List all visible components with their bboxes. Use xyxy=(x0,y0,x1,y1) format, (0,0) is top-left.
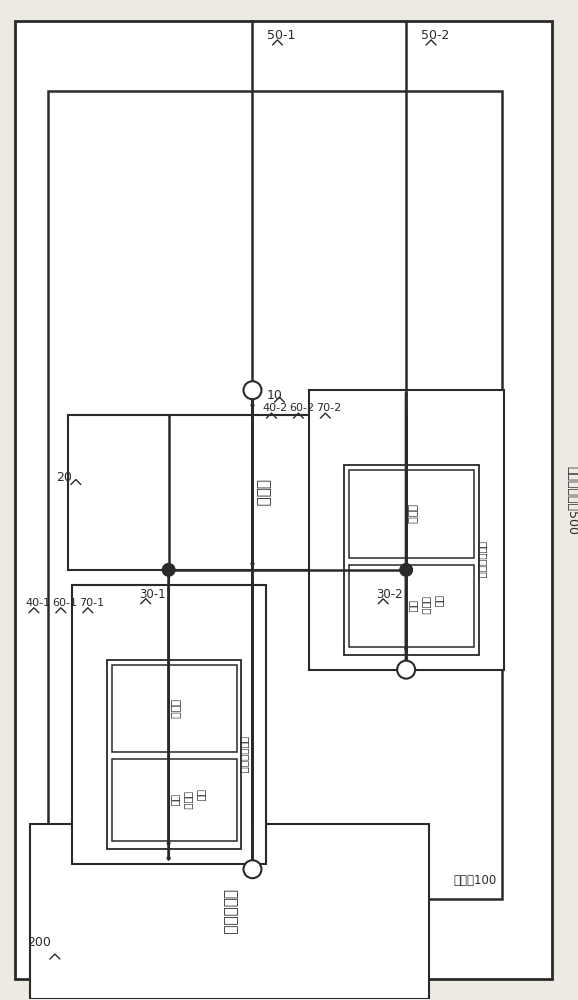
Text: 衰减: 衰减 xyxy=(171,794,181,807)
Bar xyxy=(344,465,479,655)
Text: 制部: 制部 xyxy=(434,595,444,607)
Text: 60-2: 60-2 xyxy=(290,403,314,413)
Circle shape xyxy=(397,661,415,679)
Bar xyxy=(112,759,236,841)
Bar xyxy=(68,415,457,570)
Bar xyxy=(107,660,242,849)
Text: 信号产生部: 信号产生部 xyxy=(222,889,237,934)
Text: 分配部: 分配部 xyxy=(255,479,270,506)
Bar xyxy=(309,390,504,670)
Bar xyxy=(349,565,474,647)
Text: 反射波抑制部: 反射波抑制部 xyxy=(477,541,487,579)
Text: 40-1: 40-1 xyxy=(25,598,50,608)
Bar xyxy=(30,824,429,999)
Circle shape xyxy=(162,563,176,577)
Bar xyxy=(349,470,474,558)
Text: 衰减部: 衰减部 xyxy=(169,699,179,719)
Circle shape xyxy=(399,563,413,577)
Text: 制部: 制部 xyxy=(197,789,206,802)
Text: 调整部: 调整部 xyxy=(184,791,194,810)
Text: 50-1: 50-1 xyxy=(268,29,296,42)
Circle shape xyxy=(243,381,261,399)
Text: 20: 20 xyxy=(56,471,72,484)
Text: 30-2: 30-2 xyxy=(376,588,403,601)
Bar xyxy=(48,91,502,899)
Text: 200: 200 xyxy=(27,936,51,949)
Text: 信号产生系统500: 信号产生系统500 xyxy=(565,466,578,534)
Text: 分配器100: 分配器100 xyxy=(454,874,497,887)
Text: 70-2: 70-2 xyxy=(316,403,342,413)
Text: 50-2: 50-2 xyxy=(421,29,450,42)
Text: 反射波抑制部: 反射波抑制部 xyxy=(239,736,250,773)
Circle shape xyxy=(243,860,261,878)
Text: 40-2: 40-2 xyxy=(262,403,288,413)
Bar xyxy=(72,585,266,864)
Bar xyxy=(112,665,236,752)
Text: 衰减部: 衰减部 xyxy=(407,504,417,524)
Text: 调整部: 调整部 xyxy=(421,596,431,615)
Text: 30-1: 30-1 xyxy=(139,588,165,601)
Text: 10: 10 xyxy=(266,389,282,402)
Text: 70-1: 70-1 xyxy=(79,598,104,608)
Text: 60-1: 60-1 xyxy=(52,598,77,608)
Text: 衰减: 衰减 xyxy=(408,600,418,612)
